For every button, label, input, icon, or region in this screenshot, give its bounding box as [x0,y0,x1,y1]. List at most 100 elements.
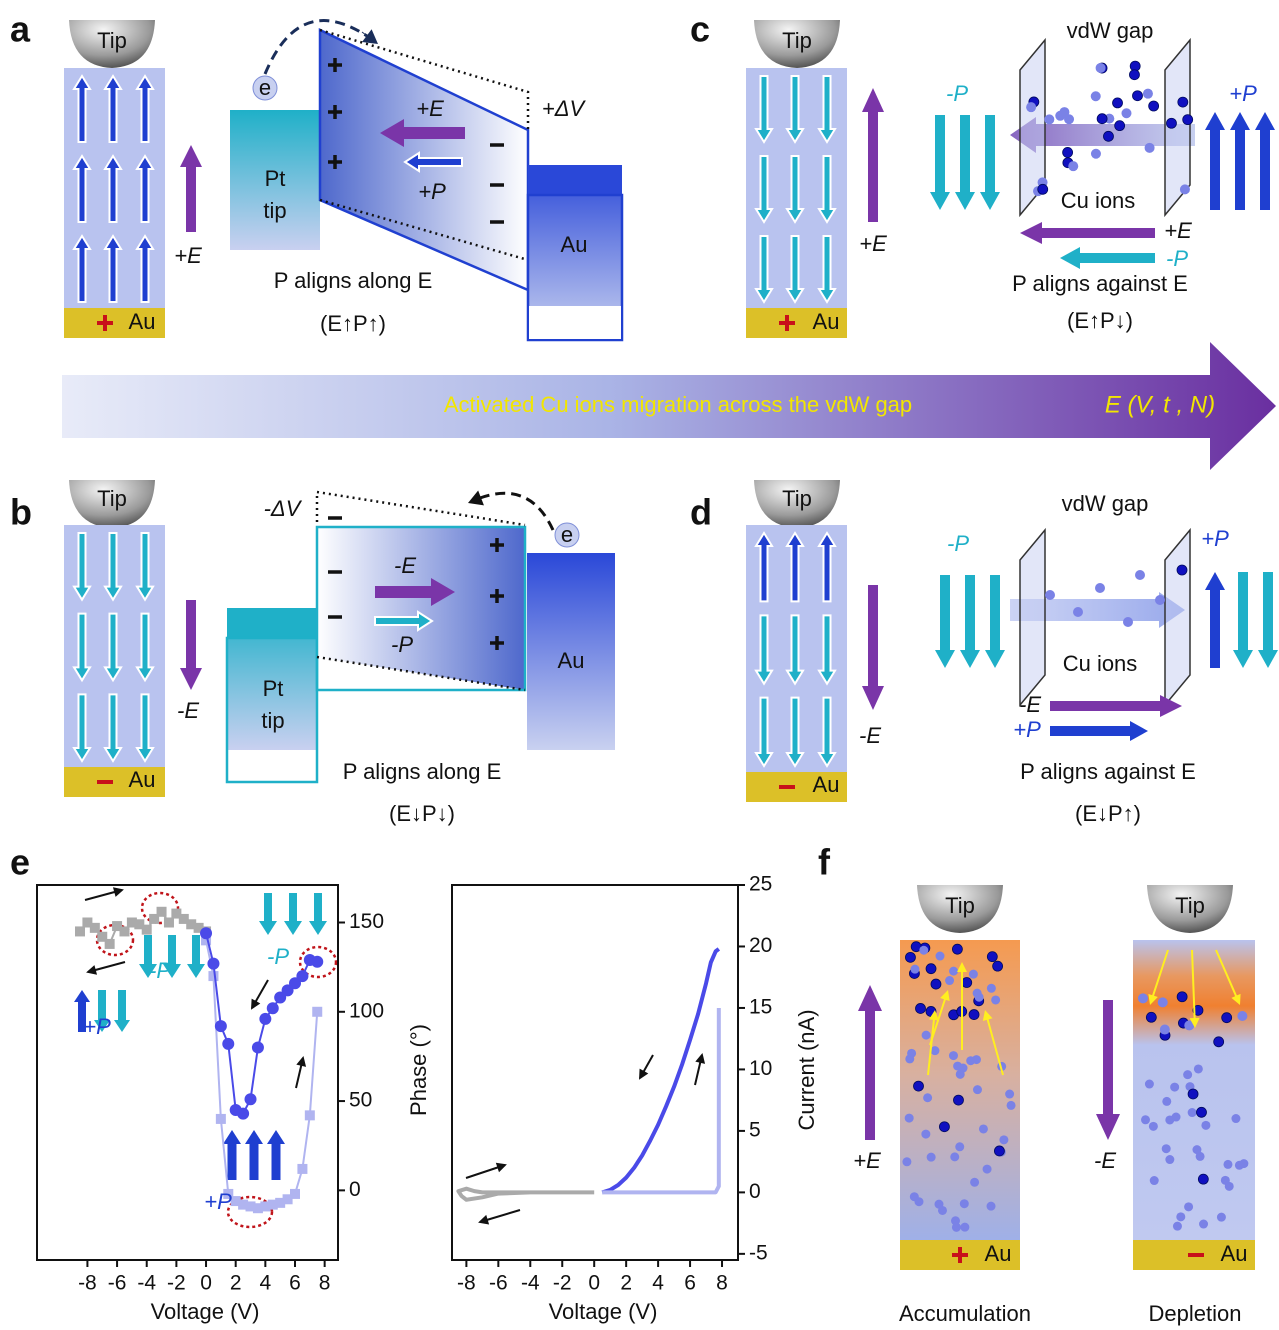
ion [987,952,997,962]
ion [1239,1159,1248,1168]
ions-label: Cu ions [1061,188,1136,213]
x-tick-label: 6 [289,1272,301,1295]
ion [1214,1037,1224,1047]
sign [490,143,504,147]
ion [1141,1115,1150,1124]
polarization-label: +P [1201,526,1229,551]
ion [1162,1144,1171,1153]
ion [987,984,996,993]
arrow [935,575,955,668]
marker [296,970,308,982]
ion [905,952,915,962]
ion [1026,102,1036,112]
field-label: -E [859,723,881,748]
ion [1145,1080,1154,1089]
relation: (E↑P↑) [320,311,386,336]
sign [495,538,499,552]
ion [1158,997,1168,1007]
field-label: -E [1094,1148,1116,1173]
marker [215,1020,227,1032]
series-line [458,1189,594,1200]
tip-label: Tip [97,28,127,53]
x-tick-label: -2 [167,1272,186,1295]
sign [1188,1253,1204,1257]
ion [983,1165,992,1174]
x-tick-label: 0 [200,1272,212,1295]
ion [991,995,1000,1004]
arrow [1255,112,1275,210]
vdw-plane [1165,530,1190,705]
ion [1172,1113,1181,1122]
sign [333,58,337,72]
electrode-label: Au [813,772,840,797]
caption: P aligns against E [1012,271,1188,296]
sign [103,315,107,331]
ion [1194,1064,1203,1073]
marker [207,958,219,970]
sign [97,780,113,784]
polarization-label: -P [946,81,968,106]
ion [953,1095,963,1105]
ion [1198,1174,1208,1184]
banner-variable: E (V, t , N) [1105,391,1215,418]
y-tick-label: 15 [749,995,772,1018]
x-axis-label: Voltage (V) [151,1299,260,1324]
marker [237,1108,249,1120]
ion [1138,993,1148,1003]
figure: -8-6-4-202468050100150-8-6-4-202468-5051… [0,0,1279,1330]
y-tick-label: 10 [749,1057,772,1080]
sign [958,1247,962,1263]
ion [1121,108,1131,118]
ion [945,976,954,985]
arrow [296,1056,306,1067]
arrow [858,985,882,1140]
ion [1222,1013,1232,1023]
marker [311,956,323,968]
gap-label: vdW gap [1062,491,1149,516]
annotation: +P [204,1189,232,1214]
y-axis-label: Phase (°) [406,1024,431,1116]
arrow [985,575,1005,668]
ion [1132,91,1142,101]
marker [208,971,218,981]
y-tick-label: 0 [349,1178,361,1201]
polarization-label: -P [1166,246,1188,271]
marker [157,907,167,917]
ion [1188,1108,1197,1117]
polarization-label: +P [418,179,446,204]
ion [931,979,941,989]
sign [495,636,499,650]
ion [926,964,936,974]
relation: (E↓P↓) [389,801,455,826]
potential-label: -ΔV [264,496,303,521]
arrow [960,575,980,668]
marker [75,926,85,936]
x-tick-label: 4 [652,1272,664,1295]
ion [1177,565,1187,575]
electrode-label: Au [129,767,156,792]
ion [1063,147,1073,157]
ion [956,1070,965,1079]
sign [328,570,342,574]
field-label: -E [177,698,199,723]
ion [1005,1090,1014,1099]
marker [200,927,212,939]
caption: P aligns against E [1020,759,1196,784]
ion [914,1081,924,1091]
x-tick-label: 8 [716,1272,728,1295]
ion [921,1130,930,1139]
ion [975,993,984,1002]
marker [90,923,100,933]
ion [1113,98,1123,108]
x-tick-label: 2 [230,1272,242,1295]
ion [1183,1070,1192,1079]
ion [1188,1089,1198,1099]
sign [490,220,504,224]
arrow [1096,1000,1120,1140]
polarization-label: +P [1229,81,1257,106]
ion [970,1178,979,1187]
ion [1162,1097,1171,1106]
electrode-label: Au [813,309,840,334]
ion [1091,149,1101,159]
metal-label: Au [558,648,585,673]
